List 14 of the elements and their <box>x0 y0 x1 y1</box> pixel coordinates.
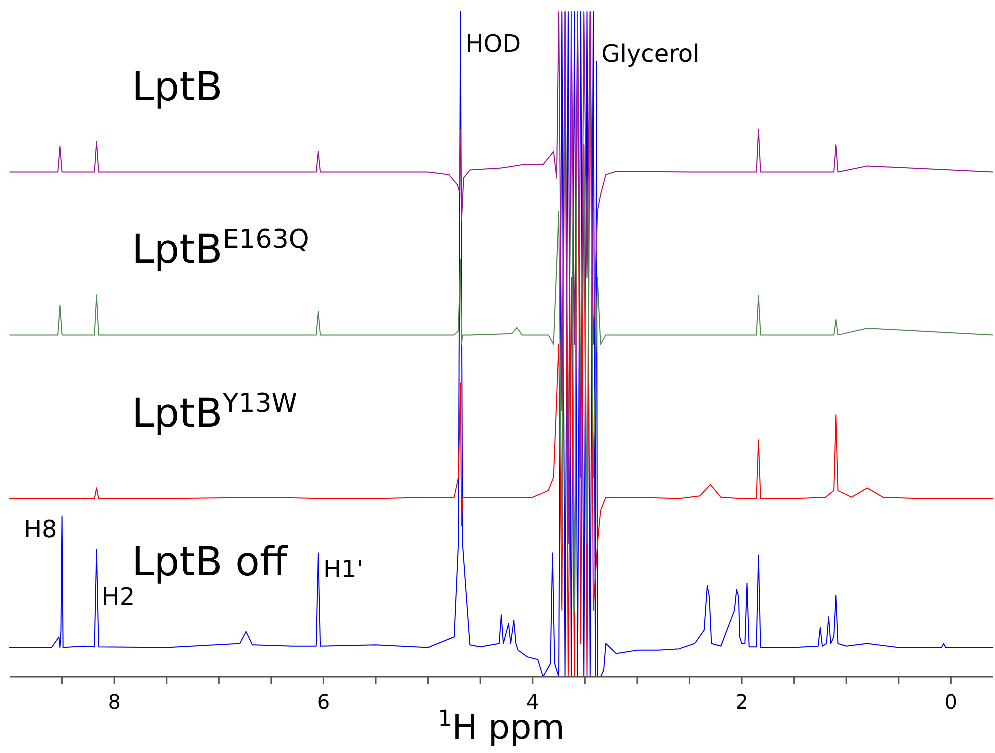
annotation: H8 <box>24 515 58 544</box>
annotation: HOD <box>466 30 522 58</box>
annotation: Glycerol <box>602 40 700 68</box>
x-tick-label: 4 <box>526 690 540 714</box>
x-tick-label: 6 <box>317 690 330 714</box>
annotation: H1' <box>323 555 364 584</box>
annotation: H2 <box>102 583 136 612</box>
series-label: LptB$^{Y13W}$ <box>132 388 298 437</box>
series-label: LptB$^{E163Q}$ <box>132 225 310 274</box>
series-label: LptB off <box>132 540 289 586</box>
x-tick-label: 2 <box>736 690 748 714</box>
x-tick-label: 0 <box>944 690 958 714</box>
x-tick-label: 8 <box>108 690 121 714</box>
series-label: LptB <box>132 64 223 110</box>
